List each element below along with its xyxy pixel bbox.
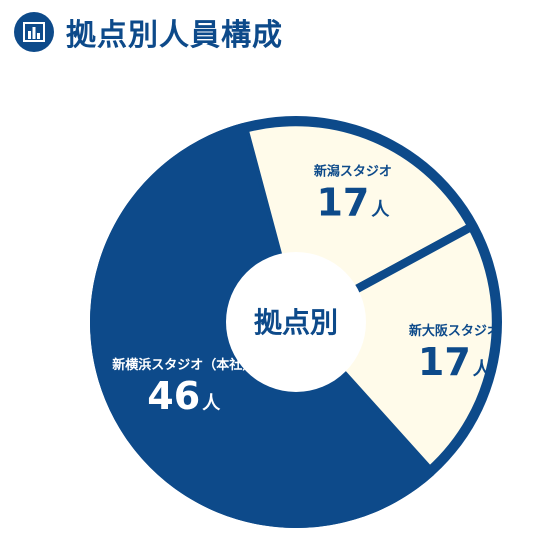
slice-value-1: 17 人	[316, 181, 390, 225]
chart-header: 拠点別人員構成	[14, 10, 283, 54]
slice-label-1: 新潟スタジオ	[314, 164, 392, 180]
center-hole	[226, 252, 366, 392]
bar-chart-icon	[23, 22, 45, 42]
slice-label-2: 新大阪スタジオ	[409, 323, 500, 339]
slice-value-3: 46 人	[147, 374, 221, 418]
page-title: 拠点別人員構成	[66, 18, 283, 53]
slice-value-2: 17 人	[418, 340, 492, 384]
slice-label-3: 新横浜スタジオ（本社）	[112, 357, 255, 373]
center-label: 拠点別	[254, 306, 338, 339]
header-icon-badge	[14, 12, 54, 52]
pie-slice-2	[289, 220, 501, 477]
